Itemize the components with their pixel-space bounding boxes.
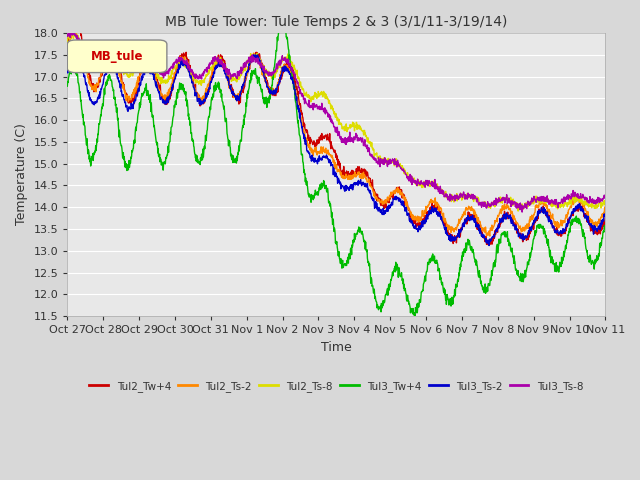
X-axis label: Time: Time	[321, 341, 352, 354]
FancyBboxPatch shape	[67, 40, 167, 72]
Y-axis label: Temperature (C): Temperature (C)	[15, 123, 28, 226]
Text: MB_tule: MB_tule	[91, 50, 143, 63]
Title: MB Tule Tower: Tule Temps 2 & 3 (3/1/11-3/19/14): MB Tule Tower: Tule Temps 2 & 3 (3/1/11-…	[165, 15, 508, 29]
Legend: Tul2_Tw+4, Tul2_Ts-2, Tul2_Ts-8, Tul3_Tw+4, Tul3_Ts-2, Tul3_Ts-8: Tul2_Tw+4, Tul2_Ts-2, Tul2_Ts-8, Tul3_Tw…	[85, 377, 588, 396]
